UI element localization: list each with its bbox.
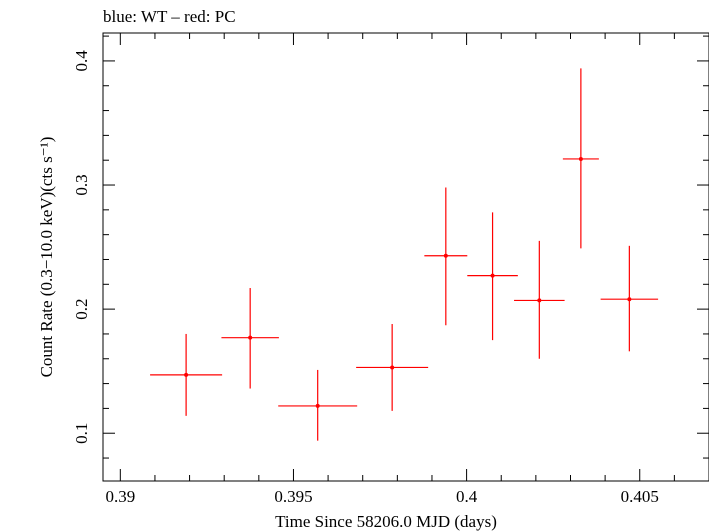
data-point [150, 333, 223, 416]
data-marker [315, 403, 320, 408]
y-axis-label: Count Rate (0.3−10.0 keV)(cts s⁻¹) [37, 137, 56, 378]
data-point [467, 212, 518, 341]
data-point [221, 288, 279, 389]
data-point [600, 245, 659, 352]
chart-title: blue: WT – red: PC [103, 7, 236, 26]
data-point [424, 187, 468, 326]
y-tick-label: 0.2 [72, 298, 91, 319]
x-tick-label: 0.4 [456, 487, 478, 506]
data-marker [578, 156, 583, 161]
data-points [150, 68, 659, 441]
y-tick-label: 0.4 [72, 50, 91, 72]
x-tick-label: 0.405 [621, 487, 659, 506]
data-point [356, 324, 429, 411]
data-marker [390, 365, 395, 370]
y-tick-label: 0.3 [72, 174, 91, 195]
data-point [514, 240, 565, 359]
data-marker [537, 298, 542, 303]
y-tick-labels: 0.1 0.2 0.3 0.4 [72, 50, 91, 444]
data-marker [490, 273, 495, 278]
data-marker [443, 253, 448, 258]
axis-ticks [103, 33, 709, 481]
data-marker [248, 335, 253, 340]
x-tick-label: 0.39 [105, 487, 135, 506]
data-marker [184, 372, 189, 377]
x-tick-labels: 0.39 0.395 0.4 0.405 [105, 487, 658, 506]
x-tick-label: 0.395 [274, 487, 312, 506]
data-point [278, 369, 358, 441]
data-point [562, 68, 599, 249]
y-tick-label: 0.1 [72, 423, 91, 444]
plot-frame [102, 32, 709, 482]
data-marker [627, 297, 632, 302]
x-axis-label: Time Since 58206.0 MJD (days) [275, 512, 497, 531]
